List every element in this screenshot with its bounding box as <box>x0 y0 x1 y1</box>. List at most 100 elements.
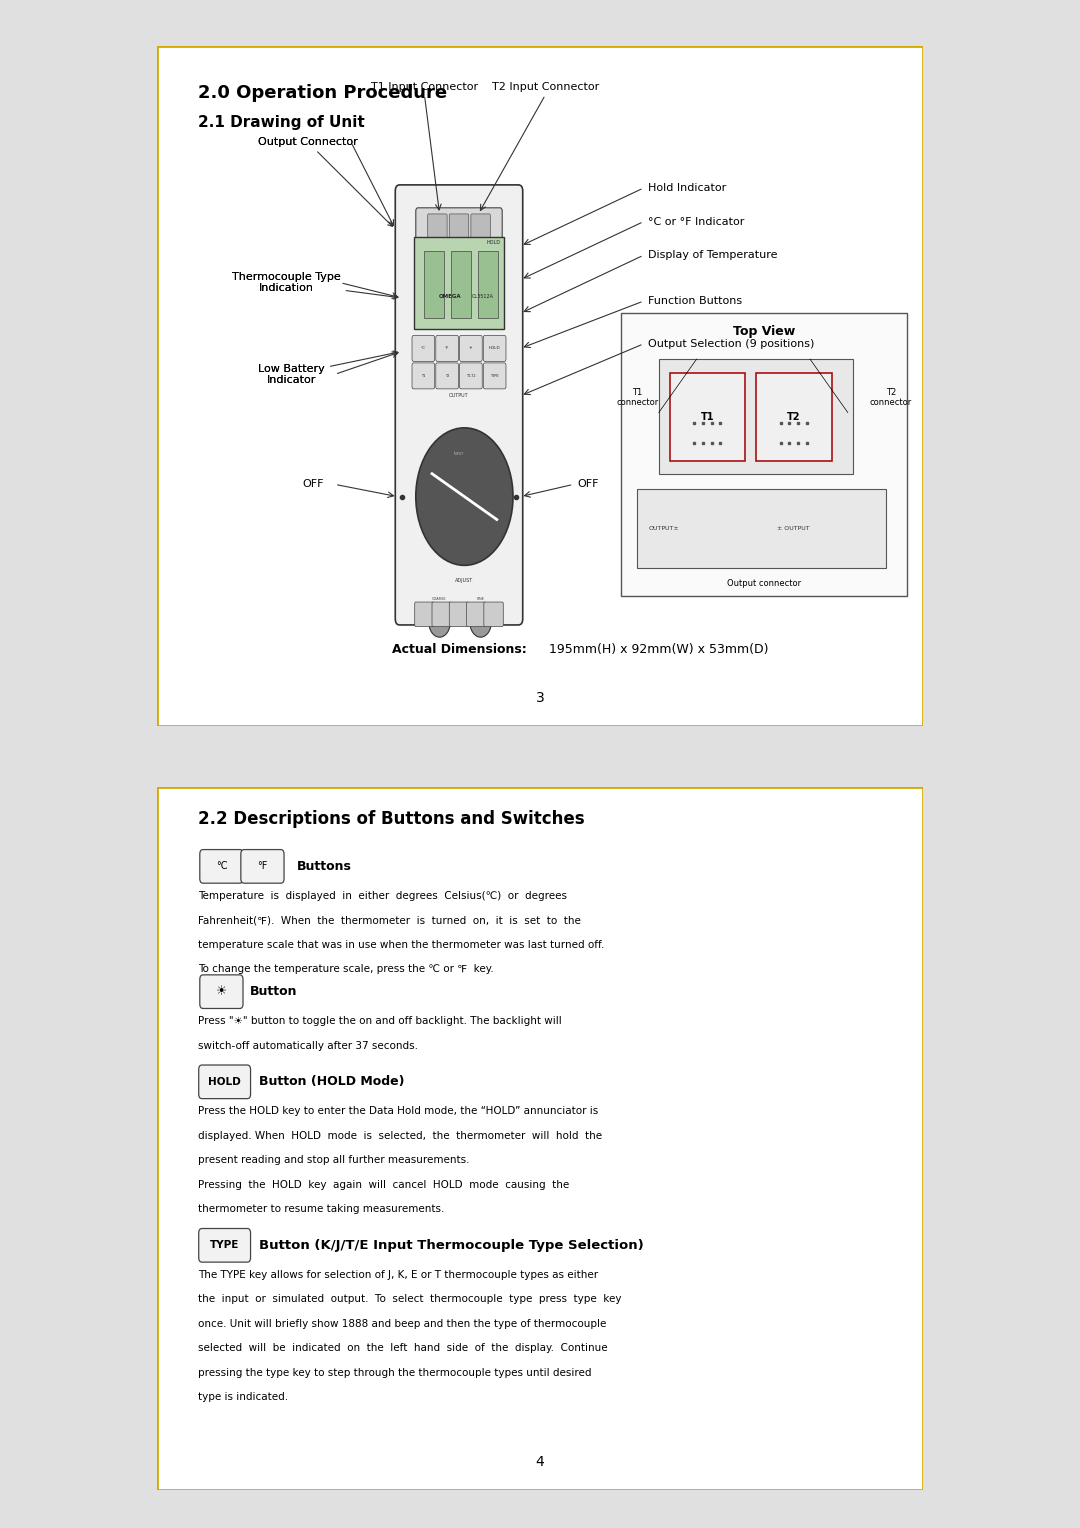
Text: TYPE: TYPE <box>490 374 499 377</box>
Text: T2
connector: T2 connector <box>869 388 913 406</box>
FancyBboxPatch shape <box>414 280 504 313</box>
Text: Press the HOLD key to enter the Data Hold mode, the “HOLD” annunciator is: Press the HOLD key to enter the Data Hol… <box>198 1106 598 1117</box>
Text: T1
connector: T1 connector <box>616 388 659 406</box>
Text: Output Connector: Output Connector <box>258 138 392 226</box>
FancyBboxPatch shape <box>432 602 451 626</box>
FancyBboxPatch shape <box>435 364 459 388</box>
Text: OUTPUT: OUTPUT <box>449 393 469 399</box>
Text: 2.1 Drawing of Unit: 2.1 Drawing of Unit <box>198 115 364 130</box>
FancyBboxPatch shape <box>199 1229 251 1262</box>
Text: The TYPE key allows for selection of J, K, E or T thermocouple types as either: The TYPE key allows for selection of J, … <box>198 1270 597 1280</box>
Text: ☀: ☀ <box>469 347 473 350</box>
Text: Button (K/J/T/E Input Thermocouple Type Selection): Button (K/J/T/E Input Thermocouple Type … <box>259 1239 644 1251</box>
Text: switch-off automatically after 37 seconds.: switch-off automatically after 37 second… <box>198 1041 418 1051</box>
FancyBboxPatch shape <box>449 214 469 251</box>
FancyBboxPatch shape <box>395 185 523 625</box>
Text: INPUT: INPUT <box>454 452 464 455</box>
Text: °C or °F Indicator: °C or °F Indicator <box>648 217 744 226</box>
Text: OUTPUT±: OUTPUT± <box>649 526 679 532</box>
Text: type is indicated.: type is indicated. <box>198 1392 287 1403</box>
Text: Thermocouple Type
Indication: Thermocouple Type Indication <box>232 272 340 293</box>
Text: ADJUST: ADJUST <box>456 578 473 584</box>
Text: Fahrenheit(℉).  When  the  thermometer  is  turned  on,  it  is  set  to  the: Fahrenheit(℉). When the thermometer is t… <box>198 915 581 926</box>
Text: Button (HOLD Mode): Button (HOLD Mode) <box>259 1076 405 1088</box>
Text: HOLD: HOLD <box>208 1077 241 1086</box>
Text: present reading and stop all further measurements.: present reading and stop all further mea… <box>198 1155 469 1166</box>
Text: Display of Temperature: Display of Temperature <box>648 251 778 260</box>
Text: thermometer to resume taking measurements.: thermometer to resume taking measurement… <box>198 1204 444 1215</box>
FancyBboxPatch shape <box>424 251 444 318</box>
Text: °F: °F <box>445 347 449 350</box>
Text: CL3512A: CL3512A <box>472 293 494 299</box>
FancyBboxPatch shape <box>460 364 483 388</box>
Text: HOLD: HOLD <box>489 347 500 350</box>
Text: temperature scale that was in use when the thermometer was last turned off.: temperature scale that was in use when t… <box>198 940 604 950</box>
FancyBboxPatch shape <box>471 214 490 251</box>
Text: 4: 4 <box>536 1455 544 1470</box>
FancyBboxPatch shape <box>435 335 459 362</box>
FancyBboxPatch shape <box>637 489 886 568</box>
Text: °F: °F <box>257 862 268 871</box>
Text: 195mm(H) x 92mm(W) x 53mm(D): 195mm(H) x 92mm(W) x 53mm(D) <box>545 643 769 656</box>
FancyBboxPatch shape <box>460 335 483 362</box>
Text: T1-T2: T1-T2 <box>467 374 475 377</box>
FancyBboxPatch shape <box>467 602 486 626</box>
FancyBboxPatch shape <box>416 208 502 278</box>
Text: T1: T1 <box>421 374 426 377</box>
FancyBboxPatch shape <box>484 335 505 362</box>
FancyBboxPatch shape <box>484 602 503 626</box>
Text: 2.0 Operation Procedure: 2.0 Operation Procedure <box>198 84 447 102</box>
Text: selected  will  be  indicated  on  the  left  hand  side  of  the  display.  Con: selected will be indicated on the left h… <box>198 1343 607 1354</box>
Circle shape <box>470 607 491 637</box>
Text: Pressing  the  HOLD  key  again  will  cancel  HOLD  mode  causing  the: Pressing the HOLD key again will cancel … <box>198 1180 569 1190</box>
Text: T1 Input Connector: T1 Input Connector <box>370 83 478 92</box>
Text: Thermocouple Type
Indication: Thermocouple Type Indication <box>232 272 397 299</box>
Text: T2: T2 <box>787 413 800 422</box>
Circle shape <box>429 607 450 637</box>
FancyBboxPatch shape <box>413 335 435 362</box>
Text: Low Battery
Indicator: Low Battery Indicator <box>258 351 397 385</box>
Text: T2 Input Connector: T2 Input Connector <box>491 83 599 92</box>
Text: Temperature  is  displayed  in  either  degrees  Celsius(℃)  or  degrees: Temperature is displayed in either degre… <box>198 891 567 902</box>
Text: To change the temperature scale, press the ℃ or ℉  key.: To change the temperature scale, press t… <box>198 964 494 975</box>
FancyBboxPatch shape <box>200 850 243 883</box>
Text: OFF: OFF <box>302 480 324 489</box>
FancyBboxPatch shape <box>157 46 923 726</box>
Text: once. Unit will briefly show 1888 and beep and then the type of thermocouple: once. Unit will briefly show 1888 and be… <box>198 1319 606 1329</box>
Text: ☀: ☀ <box>216 986 227 998</box>
Text: Output Selection (9 positions): Output Selection (9 positions) <box>648 339 814 348</box>
Text: Low Battery
Indicator: Low Battery Indicator <box>258 364 325 385</box>
FancyBboxPatch shape <box>415 602 434 626</box>
Text: Output Connector: Output Connector <box>258 138 357 147</box>
FancyBboxPatch shape <box>451 251 471 318</box>
Text: 3: 3 <box>536 691 544 706</box>
Text: COARSE: COARSE <box>432 597 447 601</box>
Text: pressing the type key to step through the thermocouple types until desired: pressing the type key to step through th… <box>198 1368 591 1378</box>
FancyBboxPatch shape <box>414 237 504 329</box>
Text: Press "☀" button to toggle the on and off backlight. The backlight will: Press "☀" button to toggle the on and of… <box>198 1016 562 1027</box>
Text: OMEGA: OMEGA <box>440 293 461 299</box>
FancyBboxPatch shape <box>157 787 923 1490</box>
Text: Top View: Top View <box>733 325 795 339</box>
FancyBboxPatch shape <box>241 850 284 883</box>
Text: °C: °C <box>216 862 227 871</box>
Text: 2.2 Descriptions of Buttons and Switches: 2.2 Descriptions of Buttons and Switches <box>198 810 584 828</box>
FancyBboxPatch shape <box>199 1065 251 1099</box>
Text: displayed. When  HOLD  mode  is  selected,  the  thermometer  will  hold  the: displayed. When HOLD mode is selected, t… <box>198 1131 602 1141</box>
Text: Hold Indicator: Hold Indicator <box>648 183 726 193</box>
Text: Output connector: Output connector <box>727 579 801 588</box>
Text: FINE: FINE <box>476 597 485 601</box>
Text: ± OUTPUT: ± OUTPUT <box>778 526 810 532</box>
Text: T2: T2 <box>445 374 449 377</box>
FancyBboxPatch shape <box>200 975 243 1008</box>
FancyBboxPatch shape <box>413 364 435 388</box>
Text: Buttons: Buttons <box>297 860 352 872</box>
FancyBboxPatch shape <box>670 373 745 461</box>
Text: T1: T1 <box>701 413 714 422</box>
FancyBboxPatch shape <box>449 602 469 626</box>
Text: °C: °C <box>421 347 426 350</box>
Text: TYPE: TYPE <box>210 1241 240 1250</box>
Text: OFF: OFF <box>578 480 599 489</box>
FancyBboxPatch shape <box>659 359 853 474</box>
Text: Button: Button <box>249 986 297 998</box>
